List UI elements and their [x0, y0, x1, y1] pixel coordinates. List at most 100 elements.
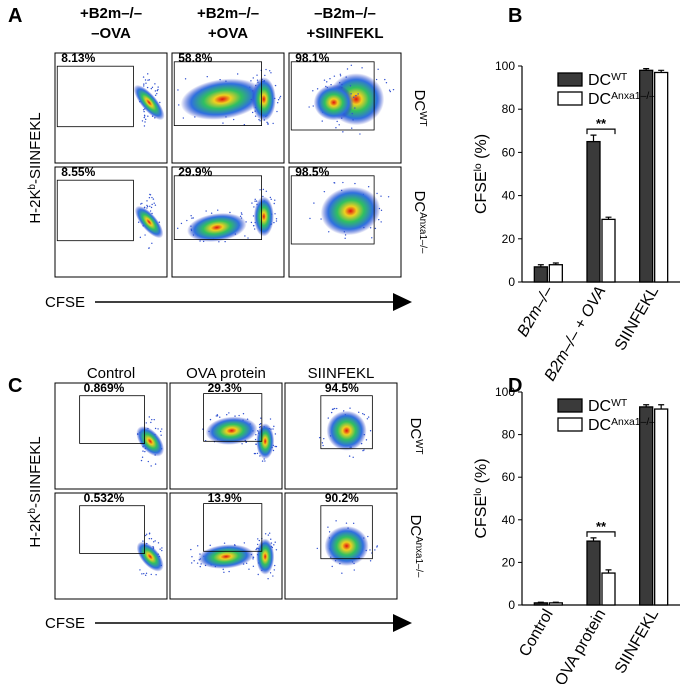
event-dot	[206, 75, 208, 78]
event-dot	[156, 89, 159, 92]
error-bar	[537, 264, 544, 267]
event-dot	[159, 101, 161, 104]
row-label-part: DC	[407, 418, 424, 440]
event-dot	[253, 228, 256, 230]
density-blob	[205, 416, 258, 445]
error-bar	[643, 67, 650, 71]
gate-percent: 13.9%	[208, 491, 242, 505]
event-dot	[352, 522, 355, 525]
legend-label-part: WT	[611, 398, 628, 409]
event-dot	[161, 428, 163, 430]
event-dot	[159, 548, 161, 550]
event-dot	[320, 218, 322, 220]
event-dot	[313, 202, 315, 204]
event-dot	[210, 212, 213, 214]
event-dot	[155, 574, 157, 576]
y-axis-label: H-2Kb-SIINFEKL	[27, 112, 45, 223]
y-tick-label: 80	[502, 428, 516, 442]
event-dot	[350, 64, 353, 66]
event-dot	[275, 220, 278, 222]
event-dot	[147, 460, 149, 463]
event-dot	[248, 568, 250, 570]
y-axis-label-part: b	[27, 183, 38, 189]
event-dot	[242, 413, 245, 415]
event-dot	[331, 565, 333, 568]
event-dot	[374, 227, 377, 230]
event-dot	[336, 407, 338, 410]
event-dot	[141, 120, 144, 122]
event-dot	[270, 72, 272, 74]
event-dot	[151, 196, 153, 199]
event-dot	[144, 118, 147, 121]
gate	[290, 61, 375, 131]
event-dot	[349, 407, 351, 409]
event-dot	[265, 190, 268, 193]
event-dot	[268, 532, 271, 534]
event-dot	[327, 417, 329, 419]
error-bar	[537, 601, 544, 603]
x-arrow-head	[393, 614, 412, 632]
event-dot	[255, 434, 257, 436]
event-dot	[243, 124, 246, 126]
y-tick-label: 40	[502, 189, 516, 203]
event-dot	[228, 412, 230, 414]
density-blob	[256, 538, 275, 575]
legend-swatch	[557, 417, 583, 432]
event-dot	[161, 547, 163, 549]
row-label: DCWT	[407, 418, 425, 455]
y-axis-label-part: lo	[473, 488, 484, 496]
event-dot	[270, 538, 272, 540]
event-dot	[250, 80, 252, 82]
event-dot	[354, 107, 356, 109]
event-dot	[146, 86, 149, 89]
event-dot	[329, 78, 331, 80]
event-dot	[338, 124, 340, 126]
event-dot	[264, 533, 267, 535]
event-dot	[279, 95, 282, 98]
event-dot	[144, 534, 147, 537]
event-dot	[269, 572, 272, 574]
density-blob	[180, 78, 265, 120]
y-axis-label-part: -SIINFEKL	[27, 112, 44, 184]
event-dot	[152, 198, 155, 200]
y-axis-label-part: H-2K	[27, 513, 44, 547]
event-dot	[140, 459, 143, 462]
y-tick-label: 100	[495, 59, 515, 73]
event-dot	[148, 416, 150, 418]
x-axis-label: CFSE	[45, 294, 85, 311]
event-dot	[148, 537, 151, 540]
event-dot	[191, 217, 193, 219]
event-dot	[154, 90, 157, 92]
event-dot	[352, 119, 354, 121]
event-dot	[209, 544, 211, 547]
event-dot	[265, 68, 267, 71]
event-dot	[316, 547, 318, 550]
event-dot	[251, 111, 254, 114]
event-dot	[270, 198, 272, 201]
event-dot	[191, 556, 193, 558]
event-dot	[272, 122, 274, 125]
bar	[586, 540, 601, 606]
event-dot	[150, 465, 152, 467]
event-dot	[276, 101, 279, 104]
event-dot	[318, 436, 321, 439]
y-axis-label-part: -SIINFEKL	[27, 436, 44, 508]
event-dot	[252, 556, 255, 559]
event-dot	[245, 441, 247, 443]
event-dot	[323, 190, 326, 193]
event-dot	[363, 449, 365, 451]
event-dot	[145, 422, 147, 424]
event-dot	[199, 565, 201, 568]
event-dot	[374, 549, 376, 551]
event-dot	[257, 538, 259, 540]
event-dot	[273, 425, 275, 428]
x-tick-label: SIINFEKL	[612, 283, 662, 353]
event-dot	[369, 560, 372, 562]
event-dot	[161, 549, 163, 552]
event-dot	[153, 418, 155, 421]
event-dot	[244, 235, 246, 237]
event-dot	[151, 418, 153, 421]
gate	[79, 395, 145, 444]
event-dot	[361, 67, 363, 69]
legend-label-part: DC	[588, 72, 611, 89]
